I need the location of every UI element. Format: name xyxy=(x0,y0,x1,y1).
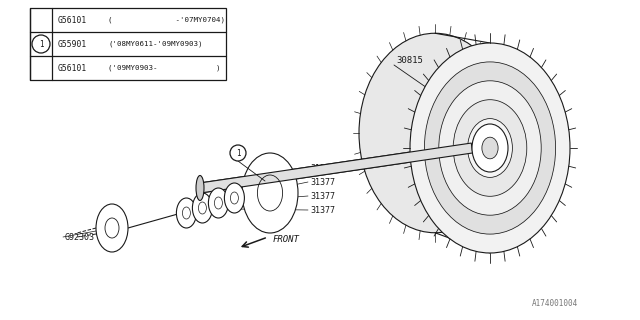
Text: (              -'07MY0704): ( -'07MY0704) xyxy=(108,17,225,23)
Text: 31377: 31377 xyxy=(310,205,335,214)
Text: 30815: 30815 xyxy=(396,55,423,65)
Polygon shape xyxy=(199,143,473,193)
Ellipse shape xyxy=(96,204,128,252)
Ellipse shape xyxy=(359,33,511,233)
Ellipse shape xyxy=(482,137,498,159)
Ellipse shape xyxy=(193,193,212,223)
Text: 1: 1 xyxy=(38,39,44,49)
Circle shape xyxy=(32,35,50,53)
Ellipse shape xyxy=(177,198,196,228)
Text: G56101: G56101 xyxy=(58,15,87,25)
Ellipse shape xyxy=(225,183,244,213)
Text: G92303: G92303 xyxy=(65,233,95,242)
Text: A174001004: A174001004 xyxy=(532,299,578,308)
Ellipse shape xyxy=(472,124,508,172)
Ellipse shape xyxy=(468,119,513,177)
Text: 31377: 31377 xyxy=(310,178,335,187)
Ellipse shape xyxy=(209,188,228,218)
Text: 31377: 31377 xyxy=(310,164,335,172)
Ellipse shape xyxy=(242,153,298,233)
Ellipse shape xyxy=(439,81,541,215)
Bar xyxy=(30,8,226,80)
Ellipse shape xyxy=(424,62,556,234)
Text: 1: 1 xyxy=(236,148,240,157)
Text: ('09MY0903-             ): ('09MY0903- ) xyxy=(108,65,221,71)
Text: FRONT: FRONT xyxy=(273,235,300,244)
Text: ('08MY0611-'09MY0903): ('08MY0611-'09MY0903) xyxy=(108,41,202,47)
Ellipse shape xyxy=(453,100,527,196)
Text: G55901: G55901 xyxy=(58,39,87,49)
Ellipse shape xyxy=(196,175,204,201)
Text: 31377: 31377 xyxy=(310,191,335,201)
Circle shape xyxy=(230,145,246,161)
Text: G56101: G56101 xyxy=(58,63,87,73)
Ellipse shape xyxy=(410,43,570,253)
